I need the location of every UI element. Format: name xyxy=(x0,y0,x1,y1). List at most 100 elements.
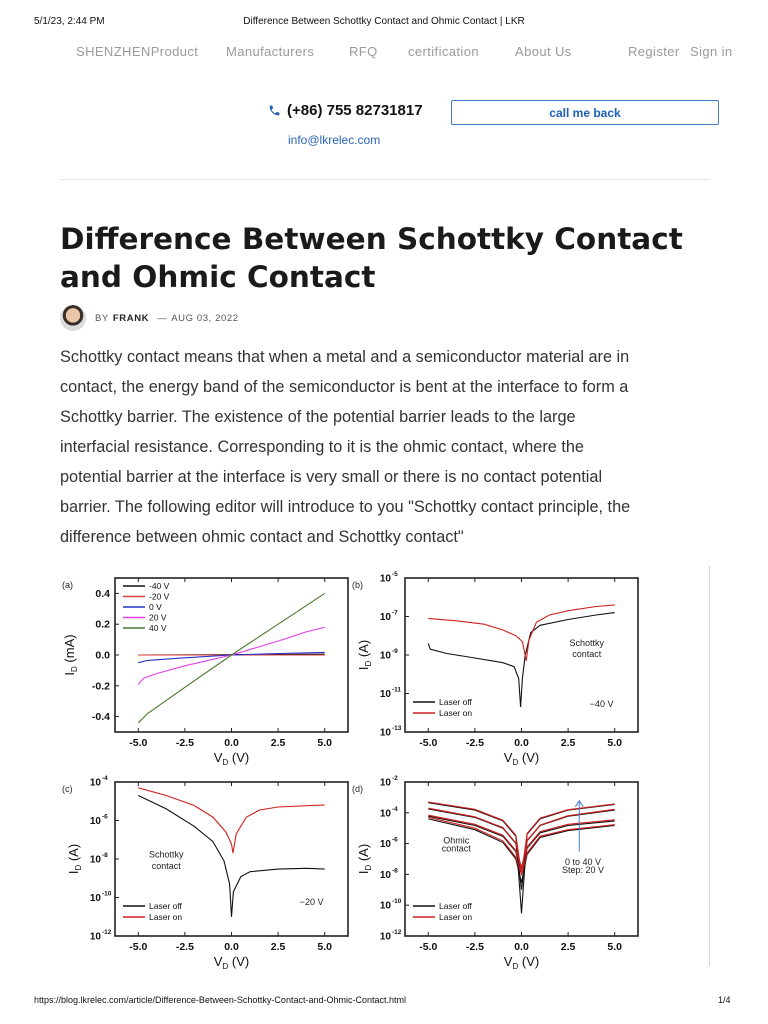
annotation-text: Step: 20 V xyxy=(562,865,604,875)
nav-item-manufacturers[interactable]: Manufacturers xyxy=(226,44,315,59)
body-line: Schottky barrier. The existence of the p… xyxy=(60,408,576,426)
y-axis-label-main: I xyxy=(356,667,371,671)
y-tick-exponent: -6 xyxy=(392,837,398,844)
x-axis-label-sub: D xyxy=(222,962,228,971)
article-intro: Schottky contact means that when a metal… xyxy=(60,342,630,552)
y-tick-label: 10 xyxy=(90,932,102,943)
y-tick-label: 10 xyxy=(90,855,102,866)
y-tick-label: -0.2 xyxy=(92,680,110,692)
author-link[interactable]: FRANK xyxy=(112,312,150,324)
y-tick-exponent: -6 xyxy=(102,814,108,821)
y-tick-label: 10 xyxy=(380,612,392,623)
nav-item-about-us[interactable]: About Us xyxy=(515,44,572,59)
x-tick-label: 0.0 xyxy=(514,941,529,953)
annotation-text: Ohmic xyxy=(443,836,470,846)
x-axis-label: VD (V) xyxy=(504,954,539,971)
panel-label: (a) xyxy=(62,580,73,590)
series-line xyxy=(138,795,325,917)
email-link[interactable]: info@lkrelec.com xyxy=(288,133,381,147)
y-tick-label: 10 xyxy=(380,728,392,739)
y-axis-label-main: I xyxy=(356,871,371,875)
nav-item-certification[interactable]: certification xyxy=(408,44,479,59)
author-avatar xyxy=(60,305,86,331)
panel-label: (c) xyxy=(62,784,73,794)
x-tick-label: 2.5 xyxy=(561,941,576,953)
title-line: Difference Between Schottky Contact xyxy=(60,222,683,256)
print-url: https://blog.lkrelec.com/article/Differe… xyxy=(34,995,406,1005)
body-line: potential barrier at the interface is ve… xyxy=(60,468,603,486)
y-tick-label: 10 xyxy=(380,901,392,912)
y-axis-label-sub: D xyxy=(70,666,79,672)
x-tick-label: 5.0 xyxy=(317,737,332,749)
y-tick-exponent: -2 xyxy=(392,775,398,782)
y-tick-exponent: -7 xyxy=(392,610,398,617)
y-tick-label: 0.4 xyxy=(95,588,110,600)
y-axis-label-unit: (A) xyxy=(356,640,371,661)
x-tick-label: 5.0 xyxy=(607,941,622,953)
x-axis-label-main: V xyxy=(504,750,513,765)
legend-label: Laser off xyxy=(149,901,183,911)
legend-label: Laser off xyxy=(439,697,473,707)
body-line: interfacial resistance. Corresponding to… xyxy=(60,438,584,456)
annotation-text: Schottky xyxy=(149,849,184,859)
header-divider xyxy=(60,179,710,180)
x-tick-label: 0.0 xyxy=(514,737,529,749)
legend-label: Laser off xyxy=(439,901,473,911)
series-line xyxy=(138,651,325,664)
register-link[interactable]: Register xyxy=(628,44,680,59)
y-tick-label: 10 xyxy=(380,808,392,819)
y-tick-label: 10 xyxy=(90,778,102,789)
arrow-head-icon xyxy=(574,799,584,808)
by-label: BY xyxy=(95,312,109,324)
y-tick-exponent: -5 xyxy=(392,571,398,578)
x-tick-label: 2.5 xyxy=(561,737,576,749)
y-tick-exponent: -12 xyxy=(392,929,402,936)
scrollbar-track[interactable] xyxy=(709,566,710,966)
figure-panel-b: (b)-5.0 -2.5 0.0 2.5 5.010-1310-1110-910-710… xyxy=(352,571,639,767)
figure-panel-c: (c)-5.0 -2.5 0.0 2.5 5.010-1210-1010-810-610… xyxy=(62,775,349,971)
nav-item-product[interactable]: SHENZHENProduct xyxy=(76,44,199,59)
x-tick-label: -5.0 xyxy=(419,737,437,749)
x-axis-label-unit: (V) xyxy=(228,954,249,969)
print-datetime: 5/1/23, 2:44 PM xyxy=(34,16,105,27)
y-tick-label: 10 xyxy=(380,870,392,881)
x-tick-label: -5.0 xyxy=(129,737,147,749)
x-tick-label: -5.0 xyxy=(419,941,437,953)
panel-label: (b) xyxy=(352,580,363,590)
call-me-back-button[interactable]: call me back xyxy=(451,100,719,125)
y-axis-label-main: I xyxy=(62,672,77,676)
x-axis-label: VD (V) xyxy=(214,750,249,767)
x-axis-label-sub: D xyxy=(222,758,228,767)
legend-label: Laser on xyxy=(439,912,472,922)
sign-in-link[interactable]: Sign in xyxy=(690,44,733,59)
legend-label: Laser on xyxy=(149,912,182,922)
x-tick-label: 5.0 xyxy=(317,941,332,953)
y-tick-label: 10 xyxy=(90,893,102,904)
phone-text: (+86) 755 82731817 xyxy=(287,102,423,119)
series-line xyxy=(428,818,615,883)
phone-number: (+86) 755 82731817 xyxy=(268,102,423,119)
y-axis-label-unit: (mA) xyxy=(62,634,77,666)
y-axis-label-main: I xyxy=(66,871,81,875)
y-tick-exponent: -12 xyxy=(102,929,112,936)
series-line xyxy=(428,807,615,870)
y-tick-label: 10 xyxy=(90,816,102,827)
y-tick-label: 10 xyxy=(380,932,392,943)
x-axis-label-main: V xyxy=(214,954,223,969)
x-tick-label: 0.0 xyxy=(224,737,239,749)
x-tick-label: -2.5 xyxy=(176,941,194,953)
series-line xyxy=(428,814,615,869)
nav-item-rfq[interactable]: RFQ xyxy=(349,44,378,59)
x-tick-label: -5.0 xyxy=(129,941,147,953)
body-line: contact, the energy band of the semicond… xyxy=(60,378,629,396)
x-tick-label: -2.5 xyxy=(466,941,484,953)
legend-label: 40 V xyxy=(149,623,167,633)
y-tick-label: 10 xyxy=(380,778,392,789)
y-axis-label-unit: (A) xyxy=(356,844,371,865)
byline-dash: — xyxy=(157,312,168,324)
y-tick-label: 10 xyxy=(380,651,392,662)
series-line xyxy=(428,816,615,877)
series-line xyxy=(427,612,615,708)
y-tick-exponent: -13 xyxy=(392,725,402,732)
phone-icon xyxy=(269,105,280,116)
